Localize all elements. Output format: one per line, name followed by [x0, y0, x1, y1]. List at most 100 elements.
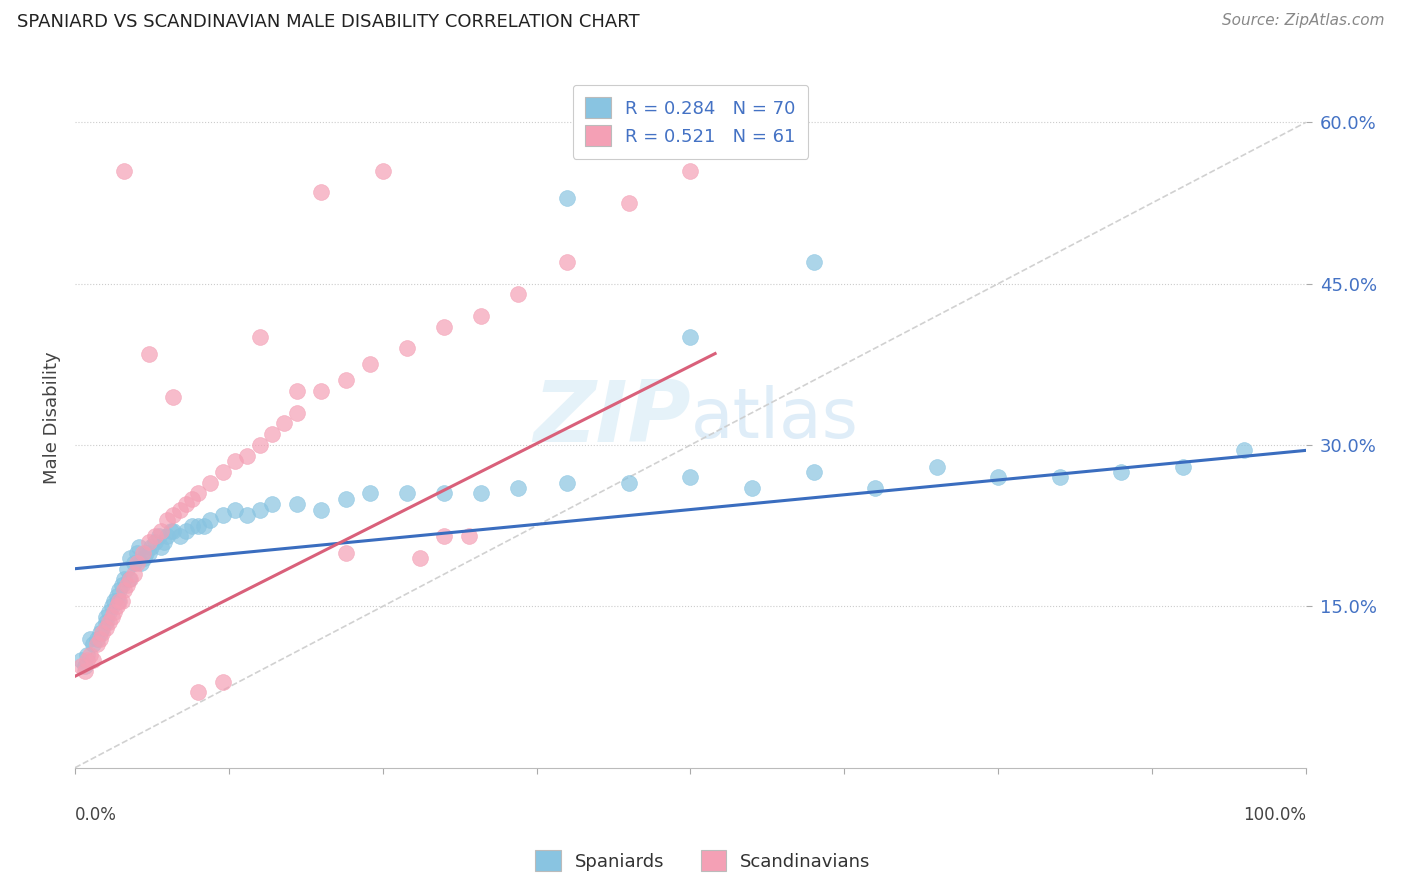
Point [128, 540, 150, 554]
Legend: R = 0.284   N = 70, R = 0.521   N = 61: R = 0.284 N = 70, R = 0.521 N = 61 [572, 85, 808, 159]
Point [211, 674, 233, 689]
Point [187, 486, 209, 500]
Point [103, 605, 125, 619]
Point [679, 330, 702, 344]
Point [1171, 459, 1194, 474]
Point [1049, 470, 1071, 484]
Point [108, 594, 131, 608]
Point [94, 610, 117, 624]
Point [285, 384, 308, 399]
Point [94, 621, 117, 635]
Point [187, 685, 209, 699]
Point [91, 626, 114, 640]
Point [101, 610, 124, 624]
Point [162, 508, 184, 522]
Point [156, 513, 179, 527]
Point [150, 524, 173, 538]
Point [105, 589, 128, 603]
Point [679, 470, 702, 484]
Legend: Spaniards, Scandinavians: Spaniards, Scandinavians [529, 843, 877, 879]
Point [79, 632, 101, 646]
Point [138, 534, 160, 549]
Point [211, 508, 233, 522]
Point [150, 540, 173, 554]
Point [98, 605, 121, 619]
Text: atlas: atlas [690, 384, 858, 451]
Point [309, 185, 332, 199]
Point [200, 475, 222, 490]
Point [433, 319, 456, 334]
Point [152, 534, 174, 549]
Point [557, 475, 579, 490]
Point [249, 330, 271, 344]
Point [803, 465, 825, 479]
Point [679, 163, 702, 178]
Point [335, 374, 357, 388]
Point [120, 551, 142, 566]
Point [1233, 443, 1256, 458]
Point [309, 384, 332, 399]
Point [122, 557, 145, 571]
Point [98, 615, 121, 630]
Text: ZIP: ZIP [533, 376, 690, 459]
Point [79, 648, 101, 662]
Text: Source: ZipAtlas.com: Source: ZipAtlas.com [1222, 13, 1385, 29]
Point [132, 551, 155, 566]
Point [125, 545, 148, 559]
Point [174, 524, 197, 538]
Point [138, 545, 160, 559]
Point [94, 615, 117, 630]
Point [82, 653, 104, 667]
Point [508, 481, 530, 495]
Point [335, 491, 357, 506]
Point [396, 341, 419, 355]
Point [101, 599, 124, 614]
Point [73, 664, 96, 678]
Point [285, 406, 308, 420]
Point [103, 594, 125, 608]
Point [105, 599, 128, 614]
Point [70, 653, 93, 667]
Point [89, 632, 111, 646]
Point [617, 196, 640, 211]
Point [371, 163, 394, 178]
Point [181, 491, 204, 506]
Point [249, 438, 271, 452]
Point [741, 481, 763, 495]
Point [470, 309, 492, 323]
Point [143, 534, 166, 549]
Point [107, 594, 129, 608]
Point [111, 594, 134, 608]
Point [91, 621, 114, 635]
Point [181, 518, 204, 533]
Point [803, 255, 825, 269]
Point [273, 417, 295, 431]
Point [557, 255, 579, 269]
Point [112, 573, 135, 587]
Point [135, 545, 157, 559]
Point [187, 518, 209, 533]
Point [174, 497, 197, 511]
Point [112, 163, 135, 178]
Point [557, 191, 579, 205]
Point [211, 465, 233, 479]
Point [108, 583, 131, 598]
Point [162, 390, 184, 404]
Point [73, 658, 96, 673]
Text: 0.0%: 0.0% [75, 806, 117, 824]
Point [224, 502, 246, 516]
Point [86, 632, 108, 646]
Point [112, 583, 135, 598]
Point [115, 578, 138, 592]
Point [433, 486, 456, 500]
Point [122, 567, 145, 582]
Point [156, 529, 179, 543]
Point [162, 524, 184, 538]
Point [470, 486, 492, 500]
Point [132, 545, 155, 559]
Point [863, 481, 886, 495]
Point [125, 557, 148, 571]
Point [285, 497, 308, 511]
Point [200, 513, 222, 527]
Point [309, 502, 332, 516]
